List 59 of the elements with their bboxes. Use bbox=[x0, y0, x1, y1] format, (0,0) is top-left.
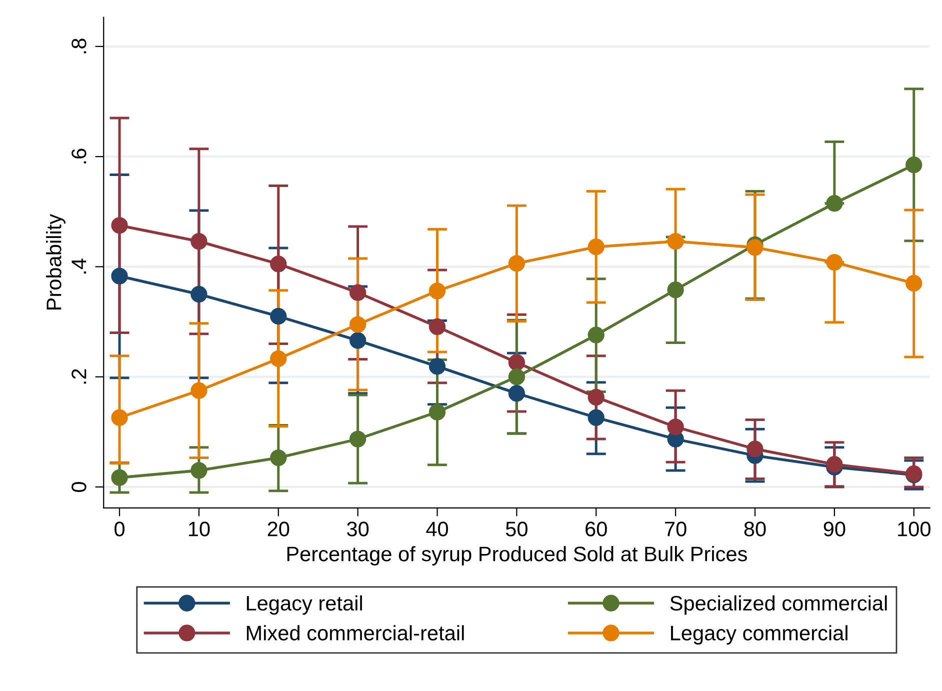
x-tick-label: 50 bbox=[506, 522, 528, 536]
point bbox=[667, 418, 684, 436]
point bbox=[270, 256, 287, 272]
point bbox=[667, 233, 684, 250]
point bbox=[111, 268, 128, 284]
point bbox=[906, 156, 922, 174]
point bbox=[428, 318, 446, 336]
point bbox=[349, 332, 366, 349]
point bbox=[349, 316, 366, 333]
legend-label: Legacy retail bbox=[246, 595, 362, 615]
y-tick-label: .8 bbox=[72, 38, 86, 54]
y-axis-title: Probability bbox=[46, 214, 66, 310]
point bbox=[508, 354, 526, 371]
legend-label: Specialized commercial bbox=[670, 595, 887, 615]
point bbox=[428, 358, 446, 375]
x-axis-title: Percentage of syrup Produced Sold at Bulk Prices bbox=[287, 546, 747, 566]
point bbox=[588, 238, 604, 256]
legend-label: Legacy commercial bbox=[671, 625, 848, 645]
point bbox=[508, 255, 526, 272]
point bbox=[270, 308, 287, 325]
x-tick-label: 10 bbox=[188, 522, 210, 536]
x-tick-label: 60 bbox=[586, 522, 607, 536]
point bbox=[190, 286, 208, 303]
point bbox=[746, 239, 764, 256]
point bbox=[508, 368, 526, 386]
x-tick-label: 80 bbox=[744, 522, 766, 536]
point bbox=[349, 284, 366, 301]
point bbox=[190, 382, 208, 399]
point bbox=[588, 409, 604, 426]
x-tick-label: 0 bbox=[114, 522, 124, 536]
point bbox=[906, 274, 922, 292]
point bbox=[508, 385, 526, 402]
point bbox=[667, 282, 684, 298]
x-tick-label: 70 bbox=[665, 522, 686, 536]
point bbox=[588, 388, 604, 406]
point bbox=[190, 462, 208, 479]
x-tick-label: 90 bbox=[824, 522, 846, 536]
point bbox=[270, 449, 287, 466]
point bbox=[826, 254, 843, 271]
point bbox=[826, 195, 843, 212]
point bbox=[190, 233, 208, 250]
point bbox=[428, 404, 446, 420]
x-tick-label: 30 bbox=[347, 522, 369, 536]
x-tick-label: 100 bbox=[898, 522, 930, 536]
point bbox=[746, 440, 764, 458]
point bbox=[111, 469, 128, 486]
legend-label: Mixed commercial-retail bbox=[246, 625, 464, 640]
x-tick-label: 20 bbox=[268, 522, 290, 536]
point bbox=[111, 217, 128, 234]
point bbox=[270, 350, 287, 367]
point bbox=[111, 409, 128, 426]
point bbox=[588, 326, 604, 344]
y-tick-label: .6 bbox=[72, 148, 86, 164]
y-tick-label: 0 bbox=[72, 482, 86, 492]
y-tick-label: .2 bbox=[72, 369, 86, 384]
y-tick-label: .4 bbox=[72, 258, 86, 274]
point bbox=[428, 282, 446, 300]
point bbox=[349, 430, 366, 448]
x-tick-label: 40 bbox=[426, 522, 448, 536]
